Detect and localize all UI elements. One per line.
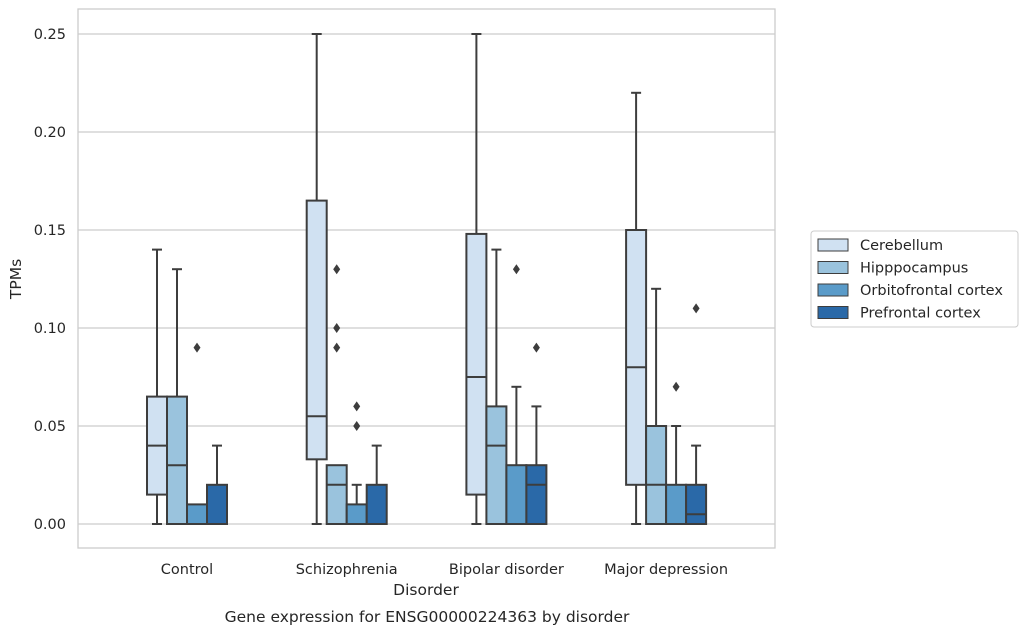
box-cerebellum xyxy=(625,91,648,525)
box-orbitofrontal-cortex xyxy=(505,264,528,526)
legend-label: Prefrontal cortex xyxy=(860,306,981,322)
box xyxy=(685,483,708,525)
legend-frame xyxy=(810,230,1019,328)
box-hipppocampus xyxy=(645,287,668,525)
box xyxy=(505,464,528,526)
box-cerebellum xyxy=(305,33,328,525)
y-tick-label: 0.05 xyxy=(34,419,66,435)
y-tick-label: 0.00 xyxy=(34,517,66,533)
x-tick-label: Schizophrenia xyxy=(296,562,398,578)
legend-label: Hipppocampus xyxy=(860,261,968,277)
legend-swatch xyxy=(817,283,849,297)
outlier-point xyxy=(333,264,341,275)
plot-frame xyxy=(77,8,776,549)
box xyxy=(186,503,208,525)
x-axis-title: Disorder xyxy=(393,581,459,599)
y-tick-label: 0.10 xyxy=(34,321,66,337)
box-prefrontal-cortex xyxy=(525,342,548,526)
box-prefrontal-cortex xyxy=(206,444,228,525)
box xyxy=(625,229,648,486)
outlier-point xyxy=(672,381,680,392)
outlier-point xyxy=(333,323,341,333)
box-prefrontal-cortex xyxy=(365,444,388,525)
legend-swatch xyxy=(817,238,849,252)
outlier-point xyxy=(692,303,700,314)
x-tick-label: Major depression xyxy=(604,562,728,578)
x-tick-label: Control xyxy=(161,562,213,578)
legend-swatch xyxy=(817,261,849,274)
box-groups xyxy=(146,33,708,526)
legend: Cerebellum Hipppocampus Orbitofrontal cort… xyxy=(810,230,1019,328)
legend-label: Cerebellum xyxy=(860,238,943,254)
y-tick-label: 0.20 xyxy=(34,125,66,141)
box xyxy=(345,503,368,525)
y-axis-title: TPMs xyxy=(7,259,25,300)
box xyxy=(206,483,228,525)
box-cerebellum xyxy=(465,33,488,525)
legend-swatch xyxy=(817,306,849,319)
outlier-point xyxy=(353,421,361,431)
box xyxy=(365,483,388,525)
y-tick-labels: 0.00 0.05 0.10 0.15 0.20 0.25 xyxy=(34,27,66,533)
box xyxy=(305,199,328,461)
box xyxy=(166,395,188,526)
box xyxy=(525,464,548,526)
y-tick-label: 0.15 xyxy=(34,223,66,239)
x-tick-labels: Control Schizophrenia Bipolar disorder Majo… xyxy=(161,562,728,578)
box xyxy=(645,425,668,525)
outlier-point xyxy=(532,342,540,353)
box-hipppocampus xyxy=(485,248,508,525)
outlier-point xyxy=(333,342,341,353)
outlier-point xyxy=(193,342,201,353)
box-prefrontal-cortex xyxy=(685,303,708,525)
box-cerebellum xyxy=(146,248,168,525)
box xyxy=(325,464,348,526)
outlier-point xyxy=(512,264,520,275)
box xyxy=(465,232,488,496)
box-hipppocampus xyxy=(166,268,188,526)
outlier-point xyxy=(353,401,361,412)
box xyxy=(665,483,688,525)
box xyxy=(485,405,508,525)
y-tick-label: 0.25 xyxy=(34,27,66,43)
chart-caption: Gene expression for ENSG00000224363 by d… xyxy=(225,608,630,626)
x-tick-label: Bipolar disorder xyxy=(449,562,564,578)
legend-label: Orbitofrontal cortex xyxy=(860,283,1003,299)
box-orbitofrontal-cortex xyxy=(186,342,208,525)
box-orbitofrontal-cortex xyxy=(665,381,688,525)
box-orbitofrontal-cortex xyxy=(345,401,368,525)
box-hipppocampus xyxy=(325,264,348,526)
